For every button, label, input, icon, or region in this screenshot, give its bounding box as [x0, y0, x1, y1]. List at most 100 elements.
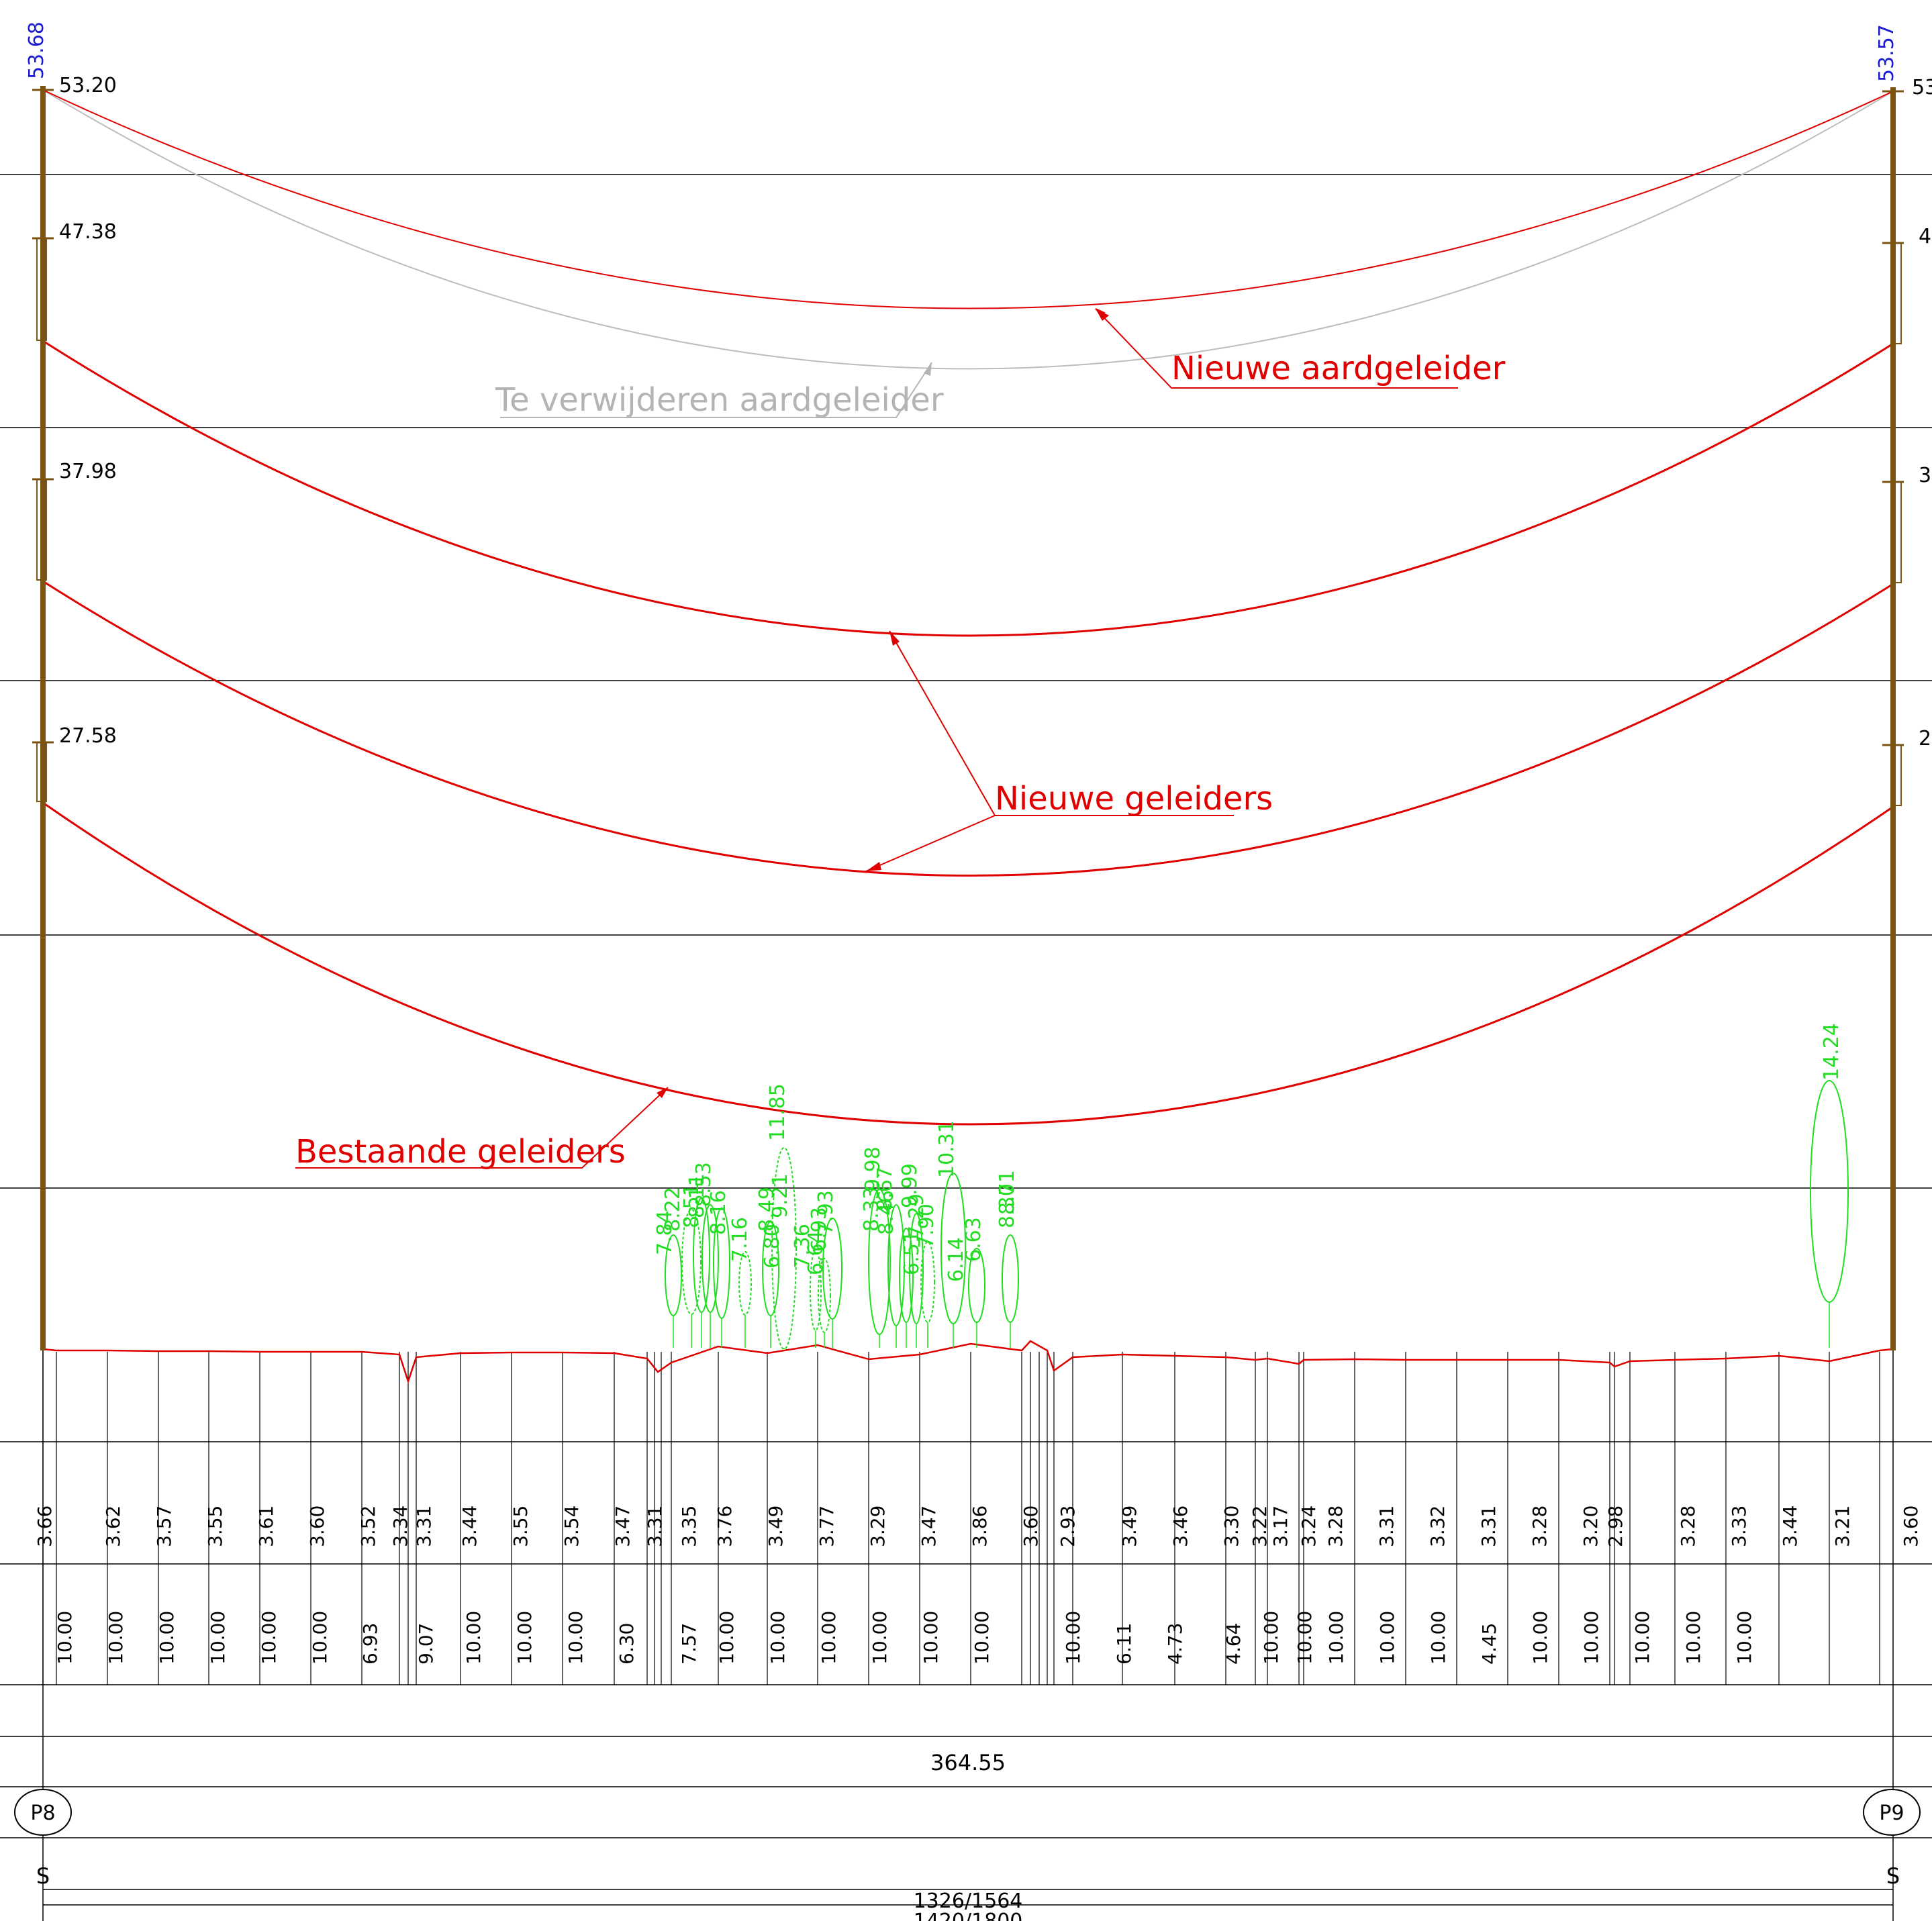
ground-height-label: 3.22 — [1249, 1506, 1271, 1547]
ground-height-label: 3.28 — [1324, 1506, 1347, 1547]
ground-height-label: 3.35 — [678, 1506, 700, 1547]
ground-height-label: 3.34 — [389, 1506, 412, 1547]
distance-label: 10.00 — [1325, 1611, 1347, 1665]
vegetation-height-label: 8.16 — [707, 1190, 730, 1235]
tower-right-height-1: 53 — [1912, 76, 1932, 99]
vegetation-height-label: 8.30 — [996, 1183, 1019, 1228]
vegetation-height-label: 14.24 — [1820, 1023, 1843, 1081]
tower-right-height-3: 3 — [1919, 464, 1931, 487]
grid-lines — [0, 174, 1932, 1906]
ground-height-label: 3.47 — [612, 1506, 634, 1547]
distance-label: 10.00 — [869, 1611, 891, 1665]
distance-label: 6.93 — [359, 1623, 381, 1665]
label-existing-conductors: Bestaande geleiders — [295, 1133, 626, 1171]
vegetation-tree — [968, 1248, 985, 1348]
vegetation-height-label: 7.16 — [728, 1217, 752, 1262]
ground-height-label: 3.28 — [1529, 1506, 1551, 1547]
vegetation-height-label: 9.21 — [769, 1173, 792, 1218]
ground-height-label: 3.31 — [1478, 1506, 1500, 1547]
ground-height-label: 3.21 — [1831, 1506, 1853, 1547]
vegetation-height-label: 8.67 — [873, 1167, 897, 1212]
distance-label: 10.00 — [463, 1611, 485, 1665]
vegetation-tree — [909, 1213, 924, 1348]
vegetation-tree — [738, 1251, 752, 1348]
ground-height-label: 3.28 — [1677, 1506, 1699, 1547]
distance-label: 10.00 — [767, 1611, 789, 1665]
vegetation-height-label: 6.14 — [945, 1237, 968, 1282]
ground-height-label: 3.62 — [102, 1506, 124, 1547]
vegetation-height-label: 7.36 — [791, 1224, 814, 1269]
distance-label: 10.00 — [207, 1611, 229, 1665]
distance-label: 10.00 — [54, 1611, 76, 1665]
ground-height-label: 3.60 — [306, 1506, 328, 1547]
vegetation-height-label: 7.29 — [905, 1193, 928, 1238]
new-earth-wire — [42, 89, 1894, 309]
vegetation-height-label: 7.90 — [915, 1203, 938, 1248]
distance-label: 10.00 — [920, 1611, 942, 1665]
distance-label: 10.00 — [1062, 1611, 1084, 1665]
parcel-1: 1326/1564 — [914, 1889, 1023, 1913]
vegetation-tree — [887, 1204, 905, 1348]
tower-right-top-height: 53.57 — [1875, 24, 1898, 82]
ground-height-label: 3.66 — [34, 1506, 56, 1547]
distance-label: 7.57 — [678, 1623, 700, 1665]
ground-height-label: 3.29 — [867, 1506, 889, 1547]
distance-label: 10.00 — [1733, 1611, 1755, 1665]
vegetation-tree — [771, 1147, 797, 1350]
vegetation-tree — [818, 1258, 831, 1348]
ground-height-label: 3.54 — [561, 1506, 583, 1547]
tower-left-height-4: 27.58 — [59, 724, 117, 748]
ground-height-label: 3.31 — [1375, 1506, 1398, 1547]
distance-label: 10.00 — [1294, 1611, 1316, 1665]
distance-label: 10.00 — [1580, 1611, 1602, 1665]
vegetation-height-label: 8.11 — [685, 1173, 709, 1218]
vegetation-height-label: 9.98 — [861, 1146, 885, 1191]
ground-height-label: 3.77 — [816, 1506, 838, 1547]
vegetation-tree — [702, 1204, 719, 1348]
distance-label: 10.00 — [971, 1611, 993, 1665]
vegetation-height-label: 8.71 — [996, 1170, 1019, 1215]
distance-label: 6.11 — [1113, 1623, 1135, 1665]
distance-label: 10.00 — [716, 1611, 738, 1665]
vegetation-tree — [713, 1208, 730, 1348]
ground-height-row: 3.66 3.62 3.57 3.55 3.61 3.60 3.52 3.34 3.31 3.44… — [34, 1506, 1922, 1547]
ground-height-label: 3.31 — [644, 1506, 666, 1547]
distance-label: 4.45 — [1478, 1623, 1500, 1665]
ground-height-label: 3.55 — [204, 1506, 226, 1547]
distance-label: 10.00 — [1529, 1611, 1551, 1665]
label-new-conductors: Nieuwe geleiders — [995, 780, 1273, 818]
vegetation-height-label: 6.80 — [761, 1224, 784, 1269]
vegetation-tree — [920, 1241, 935, 1348]
distance-label: 10.00 — [105, 1611, 127, 1665]
ground-height-label: 3.33 — [1728, 1506, 1750, 1547]
new-conductor-upper — [42, 340, 1894, 637]
tower-left-type: S — [36, 1863, 50, 1889]
parcel-2: 1420/1800 — [914, 1910, 1023, 1921]
ground-height-label: 3.24 — [1298, 1506, 1320, 1547]
distance-label: 6.30 — [616, 1623, 638, 1665]
label-new-earth-wire: Nieuwe aardgeleider — [1171, 350, 1506, 387]
tower-left-height-2: 47.38 — [59, 220, 117, 244]
vegetation-height-label: 8.53 — [692, 1162, 716, 1207]
vegetation-height-label: 8.51 — [680, 1183, 704, 1228]
vegetation-tree — [681, 1209, 702, 1348]
tower-right-id: P9 — [1879, 1802, 1904, 1825]
vegetation-height-label: 7.93 — [814, 1190, 838, 1235]
tower-right-type: S — [1886, 1863, 1900, 1889]
tower-right-height-4: 2 — [1919, 727, 1931, 750]
vegetation-tree — [822, 1218, 842, 1348]
ground-height-label: 3.20 — [1580, 1506, 1602, 1547]
vegetation-height-label: 6.93 — [808, 1207, 831, 1252]
distance-row: 10.00 10.00 10.00 10.00 10.00 10.00 6.93 9.07 10… — [54, 1611, 1755, 1665]
distance-label: 10.00 — [1682, 1611, 1704, 1665]
ground-height-label: 3.31 — [413, 1506, 435, 1547]
vegetation-height-label: 11.85 — [766, 1083, 789, 1141]
ground-height-label: 3.86 — [969, 1506, 991, 1547]
span-length: 364.55 — [930, 1750, 1006, 1775]
vegetation-tree — [940, 1173, 966, 1348]
label-removed-earth-wire: Te verwijderen aardgeleider — [495, 381, 944, 419]
vegetation-height-label: 8.33 — [860, 1187, 883, 1232]
vegetation-tree — [762, 1221, 779, 1348]
tower-right-id-badge: P9 — [1863, 1789, 1921, 1836]
